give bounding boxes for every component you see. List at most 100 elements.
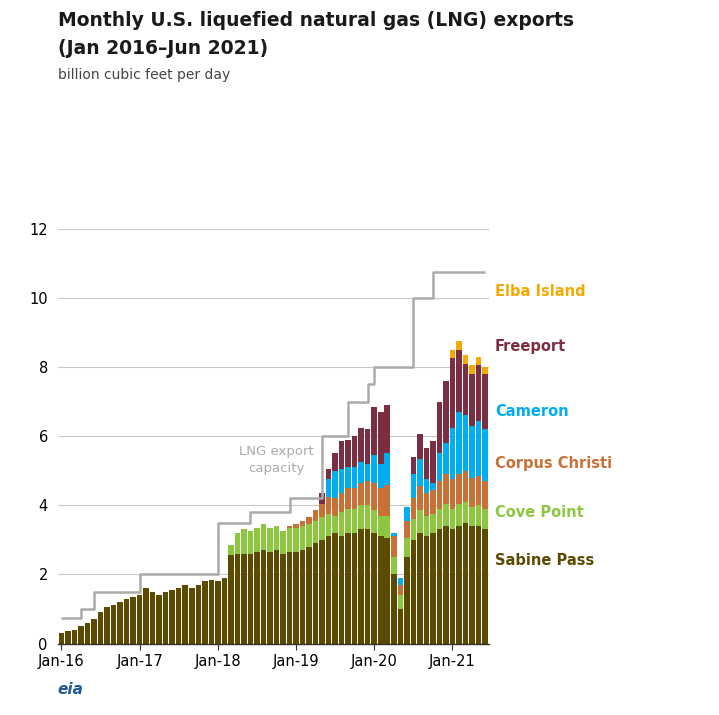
Bar bbox=[417, 511, 423, 533]
Bar bbox=[417, 486, 423, 511]
Bar bbox=[359, 428, 364, 462]
Bar bbox=[85, 623, 91, 644]
Bar bbox=[300, 521, 306, 526]
Bar bbox=[319, 493, 325, 503]
Bar bbox=[215, 581, 221, 644]
Bar bbox=[482, 429, 487, 481]
Bar bbox=[247, 531, 253, 553]
Bar bbox=[423, 493, 429, 516]
Bar bbox=[456, 341, 462, 350]
Bar bbox=[398, 609, 403, 644]
Bar bbox=[189, 588, 195, 644]
Bar bbox=[78, 626, 83, 644]
Bar bbox=[359, 462, 364, 483]
Bar bbox=[423, 536, 429, 644]
Bar bbox=[345, 468, 351, 488]
Bar bbox=[339, 512, 344, 536]
Text: billion cubic feet per day: billion cubic feet per day bbox=[58, 68, 230, 82]
Bar bbox=[385, 405, 390, 453]
Bar bbox=[443, 443, 449, 474]
Bar bbox=[385, 485, 390, 516]
Bar bbox=[378, 412, 383, 464]
Bar bbox=[280, 531, 285, 553]
Bar bbox=[385, 538, 390, 644]
Bar bbox=[332, 453, 338, 470]
Bar bbox=[345, 509, 351, 533]
Bar bbox=[209, 580, 214, 644]
Bar bbox=[482, 374, 487, 429]
Bar bbox=[449, 509, 455, 529]
Bar bbox=[124, 598, 129, 644]
Bar bbox=[449, 428, 455, 479]
Bar bbox=[254, 528, 260, 552]
Bar bbox=[430, 441, 436, 483]
Bar bbox=[183, 585, 188, 644]
Bar bbox=[339, 469, 344, 493]
Bar bbox=[261, 524, 266, 551]
Bar bbox=[482, 509, 487, 529]
Bar bbox=[423, 516, 429, 536]
Bar bbox=[385, 516, 390, 538]
Bar bbox=[143, 588, 149, 644]
Bar bbox=[339, 493, 344, 512]
Bar bbox=[456, 503, 462, 526]
Bar bbox=[345, 440, 351, 468]
Bar bbox=[332, 533, 338, 644]
Bar bbox=[436, 481, 442, 509]
Bar bbox=[254, 552, 260, 644]
Bar bbox=[300, 526, 306, 551]
Bar bbox=[170, 590, 175, 644]
Bar bbox=[365, 506, 370, 529]
Bar bbox=[130, 597, 136, 644]
Bar bbox=[228, 556, 234, 644]
Bar bbox=[411, 474, 416, 498]
Bar bbox=[476, 357, 481, 365]
Text: Freeport: Freeport bbox=[495, 339, 566, 354]
Bar bbox=[352, 533, 357, 644]
Bar bbox=[98, 612, 104, 644]
Bar bbox=[423, 479, 429, 493]
Bar bbox=[287, 528, 293, 552]
Bar bbox=[332, 516, 338, 533]
Bar bbox=[476, 365, 481, 420]
Bar bbox=[359, 529, 364, 644]
Text: LNG export
capacity: LNG export capacity bbox=[239, 445, 314, 475]
Bar bbox=[449, 479, 455, 509]
Bar bbox=[65, 631, 70, 644]
Bar bbox=[449, 529, 455, 644]
Bar bbox=[293, 528, 299, 552]
Bar bbox=[228, 545, 234, 556]
Bar bbox=[372, 455, 377, 483]
Bar bbox=[234, 553, 240, 644]
Bar bbox=[293, 524, 299, 528]
Bar bbox=[359, 506, 364, 529]
Bar bbox=[306, 524, 312, 547]
Bar bbox=[313, 543, 319, 644]
Bar bbox=[436, 509, 442, 529]
Text: Cameron: Cameron bbox=[495, 405, 569, 420]
Bar bbox=[404, 538, 410, 557]
Bar bbox=[404, 557, 410, 644]
Text: Sabine Pass: Sabine Pass bbox=[495, 553, 594, 568]
Text: Elba Island: Elba Island bbox=[495, 284, 585, 298]
Bar bbox=[365, 529, 370, 644]
Bar bbox=[234, 533, 240, 553]
Bar bbox=[91, 619, 97, 644]
Bar bbox=[372, 511, 377, 533]
Bar bbox=[411, 457, 416, 474]
Bar bbox=[463, 364, 468, 415]
Bar bbox=[470, 526, 475, 644]
Bar bbox=[359, 483, 364, 506]
Bar bbox=[411, 519, 416, 540]
Text: eia: eia bbox=[58, 682, 83, 697]
Bar bbox=[436, 453, 442, 481]
Bar bbox=[476, 420, 481, 476]
Bar bbox=[319, 503, 325, 518]
Bar bbox=[411, 498, 416, 519]
Bar bbox=[470, 426, 475, 478]
Bar bbox=[287, 526, 293, 528]
Bar bbox=[241, 529, 247, 553]
Bar bbox=[398, 595, 403, 609]
Bar bbox=[326, 514, 331, 536]
Bar bbox=[202, 581, 208, 644]
